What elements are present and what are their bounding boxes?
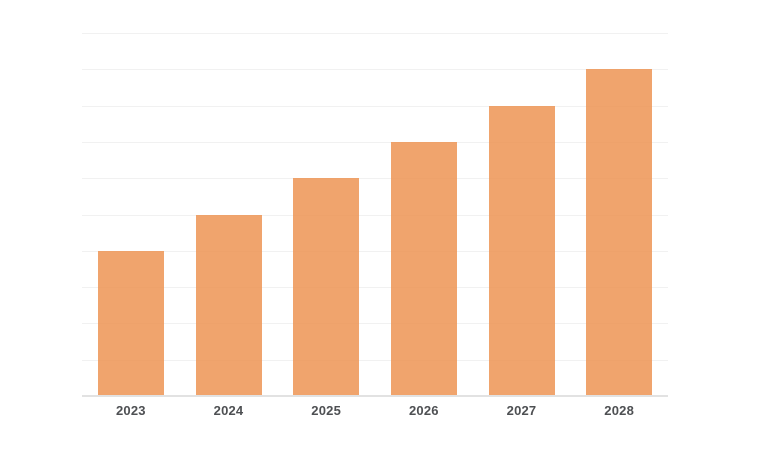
gridline bbox=[82, 141, 668, 143]
gridline bbox=[82, 69, 668, 71]
gridline bbox=[82, 323, 668, 325]
x-tick-label-2028: 2028 bbox=[604, 403, 635, 418]
gridline bbox=[82, 214, 668, 216]
x-tick-label-2023: 2023 bbox=[115, 403, 146, 418]
bar-2023 bbox=[97, 250, 164, 396]
bar-2026 bbox=[390, 141, 457, 396]
gridline bbox=[82, 105, 668, 107]
x-tick-label-2026: 2026 bbox=[408, 403, 439, 418]
gridline bbox=[82, 287, 668, 289]
gridline bbox=[82, 250, 668, 252]
gridline bbox=[82, 178, 668, 180]
plot-area bbox=[82, 33, 668, 397]
x-tick-label-2025: 2025 bbox=[311, 403, 342, 418]
gridline bbox=[82, 359, 668, 361]
gridline bbox=[82, 33, 668, 34]
bar-2028 bbox=[586, 69, 653, 396]
bar-2024 bbox=[195, 214, 262, 396]
x-axis-labels: 2023 2024 2025 2026 2027 2028 bbox=[82, 403, 668, 423]
x-axis-line bbox=[82, 395, 668, 397]
x-tick-label-2027: 2027 bbox=[506, 403, 537, 418]
bar-2025 bbox=[293, 178, 360, 396]
x-tick-label-2024: 2024 bbox=[213, 403, 244, 418]
bar-2027 bbox=[488, 105, 555, 396]
